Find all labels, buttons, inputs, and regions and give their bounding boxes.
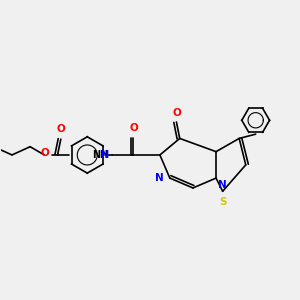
Text: O: O [56,124,65,134]
Text: NH: NH [92,150,108,160]
Text: O: O [40,148,49,158]
Text: S: S [220,197,227,207]
Text: N: N [100,150,108,160]
Text: N: N [218,180,226,190]
Text: N: N [155,173,164,183]
Text: O: O [129,124,138,134]
Text: O: O [172,108,181,118]
